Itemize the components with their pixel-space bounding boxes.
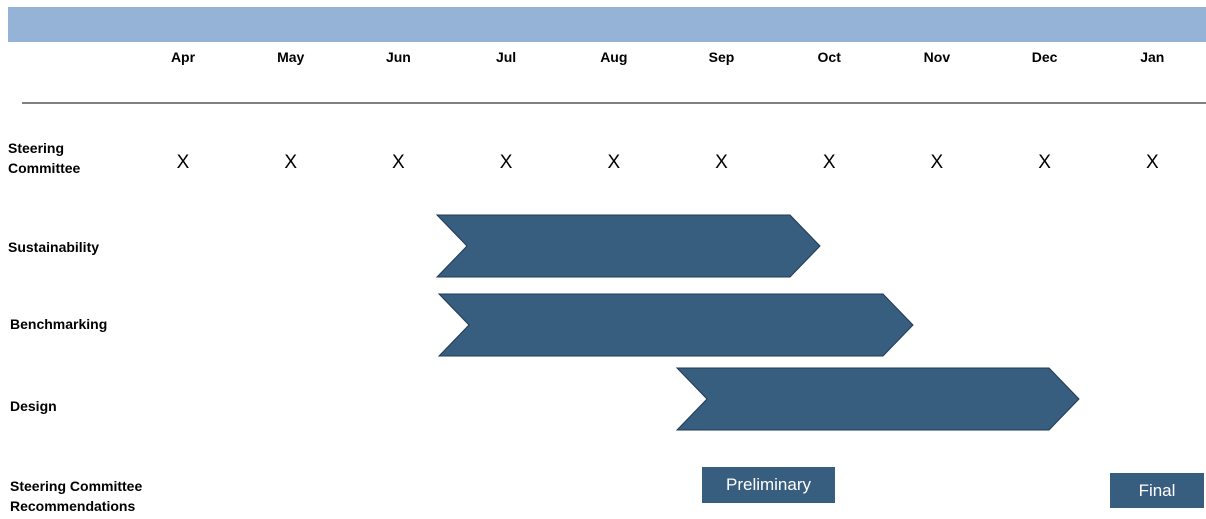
meeting-mark: X — [499, 152, 513, 173]
row-label: Steering Committee Recommendations — [10, 478, 143, 514]
design-bar — [675, 367, 1080, 431]
month-label: Oct — [817, 49, 841, 65]
row-label: Sustainability — [8, 239, 100, 255]
month-label: Jun — [385, 49, 411, 65]
month-label: May — [277, 49, 305, 65]
benchmarking-bar — [437, 293, 914, 357]
meeting-mark: X — [176, 152, 190, 173]
meeting-mark: X — [715, 152, 728, 173]
month-label: Aug — [600, 49, 628, 65]
meeting-mark: X — [607, 152, 621, 173]
sustainability-bar — [435, 214, 821, 278]
month-label: Jan — [1140, 49, 1165, 65]
meeting-mark: X — [284, 152, 298, 173]
row-label: Steering Committee — [8, 140, 81, 176]
month-label: Dec — [1031, 49, 1058, 65]
meeting-mark: X — [822, 152, 836, 173]
milestone: Final — [1110, 473, 1204, 508]
month-label: Sep — [708, 49, 735, 65]
month-label: Jul — [495, 49, 517, 65]
header-band — [8, 7, 1206, 42]
month-label: Apr — [170, 49, 196, 65]
meeting-mark: X — [930, 152, 944, 173]
milestone: Preliminary — [702, 467, 835, 503]
row-label: Benchmarking — [10, 316, 108, 332]
meeting-mark: X — [1145, 152, 1159, 173]
meeting-mark: X — [392, 152, 405, 173]
meeting-mark: X — [1038, 152, 1051, 173]
row-label: Design — [10, 398, 57, 414]
month-label: Nov — [923, 49, 951, 65]
